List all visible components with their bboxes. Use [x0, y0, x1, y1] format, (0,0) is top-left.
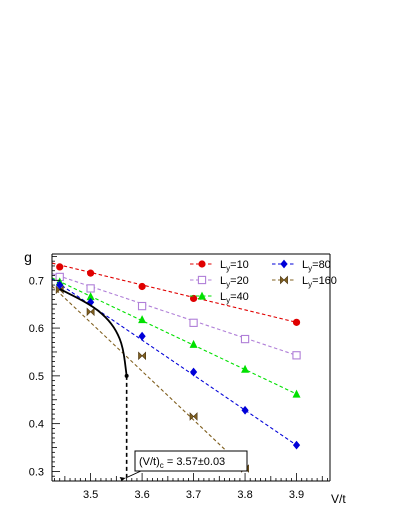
x-tick-label: 3.6	[134, 489, 149, 501]
y-axis-label: g	[24, 249, 32, 265]
y-tick-label: 0.6	[29, 323, 44, 335]
series-line-L40	[51, 277, 297, 395]
legend-var-subscript: y	[226, 280, 230, 289]
data-point-L10	[87, 269, 95, 277]
legend-series-name: 10	[237, 259, 249, 271]
annotation-layer: (V/t)c = 3.57±0.03	[119, 450, 248, 481]
y-tick-label: 0.3	[29, 466, 44, 478]
data-point-L40	[189, 339, 198, 348]
data-point-L20	[189, 318, 198, 327]
y-tick-label: 0.4	[29, 419, 44, 431]
legend-var-equals: =	[230, 275, 236, 287]
legend-var-equals: =	[230, 259, 236, 271]
legend-marker-L40	[198, 291, 206, 300]
legend-var-subscript: y	[226, 264, 230, 273]
data-point-L160	[86, 307, 95, 317]
data-point-L20	[292, 351, 301, 360]
data-point-L40	[86, 292, 95, 301]
critical-curve	[59, 288, 128, 376]
data-point-L20	[240, 334, 250, 344]
legend-var-equals: =	[312, 275, 318, 287]
annotation-arrow	[125, 470, 142, 479]
data-point-L40	[241, 364, 250, 373]
legend-var-subscript: y	[226, 296, 230, 305]
annotation-text: (V/t)c = 3.57±0.03	[139, 456, 225, 470]
legend-series-name: 80	[319, 259, 331, 271]
annotation-value: = 3.57±0.03	[164, 456, 225, 468]
legend-var-equals: =	[230, 291, 236, 303]
data-point-L160	[189, 412, 198, 421]
y-tick-label: 0.5	[29, 371, 44, 383]
legend-var-equals: =	[312, 259, 318, 271]
data-point-L10	[56, 263, 64, 271]
x-axis-label: V/t	[331, 492, 346, 506]
legend-marker-L80	[280, 259, 288, 269]
legend-label-L20: Ly=20	[220, 275, 249, 289]
data-point-L80	[292, 440, 301, 450]
data-point-L80	[138, 331, 146, 341]
legend-series-name: 40	[237, 291, 249, 303]
critical-curve-layer	[59, 288, 129, 477]
legend-marker-L160	[280, 275, 288, 285]
annotation-arrowhead	[119, 477, 126, 481]
legend-var-subscript: y	[308, 264, 312, 273]
legend-series-name: 160	[319, 275, 337, 287]
legend-label-L40: Ly=40	[220, 291, 249, 305]
x-tick-label: 3.5	[83, 489, 98, 501]
x-tick-label: 3.9	[289, 489, 304, 501]
legend-var-base: L	[220, 291, 226, 303]
data-point-L80	[56, 280, 64, 290]
legend-var-base: L	[302, 259, 308, 271]
legend-var-base: L	[220, 275, 226, 287]
data-point-L20	[86, 284, 95, 293]
legend-label-L160: Ly=160	[302, 275, 337, 289]
data-point-L20	[137, 301, 147, 311]
series-line-L160	[51, 285, 246, 469]
data-point-L160	[138, 351, 146, 361]
data-point-L10	[138, 282, 146, 291]
annotation-box	[134, 450, 248, 472]
data-point-L10	[292, 318, 301, 326]
axis-layer: 3.5 3.6 3.7 3.8 3.9 0.3 0.4 0.5 0.6 0.7 V/t g	[24, 249, 346, 506]
data-point-L80	[241, 405, 249, 415]
series-layer	[51, 262, 301, 473]
legend-var-base: L	[220, 259, 226, 271]
data-point-L40	[292, 389, 301, 398]
legend-label-L80: Ly=80	[302, 259, 331, 273]
legend-var-base: L	[302, 275, 308, 287]
legend-var-subscript: y	[308, 280, 312, 289]
data-point-L10	[189, 294, 198, 303]
data-point-L80	[189, 367, 198, 377]
y-tick-label: 0.7	[29, 275, 44, 287]
annotation-subscript: c	[160, 461, 164, 470]
x-tick-label: 3.7	[186, 489, 201, 501]
legend-marker-L20	[197, 275, 207, 285]
legend-marker-L10	[198, 260, 206, 268]
data-point-L40	[138, 315, 147, 324]
x-tick-label: 3.8	[237, 489, 252, 501]
legend-series-name: 20	[237, 275, 249, 287]
legend-label-L10: Ly=10	[220, 259, 249, 273]
annotation-prefix: (V/t)	[139, 456, 160, 468]
